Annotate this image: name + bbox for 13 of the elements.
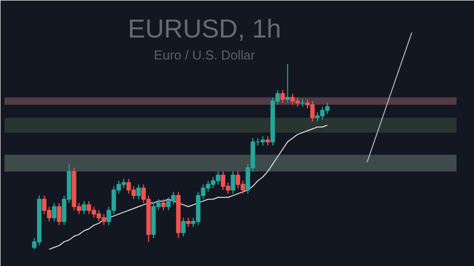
candlestick [280,89,285,104]
candlestick [266,136,270,146]
candlestick [82,200,86,215]
candlestick [181,217,186,237]
chart-title: EURUSD, 1h [128,14,282,44]
candlestick [161,198,166,211]
candlestick [52,202,56,222]
candlestick [186,217,191,228]
chart-subtitle: Euro / U.S. Dollar [154,48,256,62]
candlestick [56,202,62,226]
candlestick [285,64,290,104]
candlestick [136,184,141,200]
candlestick [230,170,236,194]
